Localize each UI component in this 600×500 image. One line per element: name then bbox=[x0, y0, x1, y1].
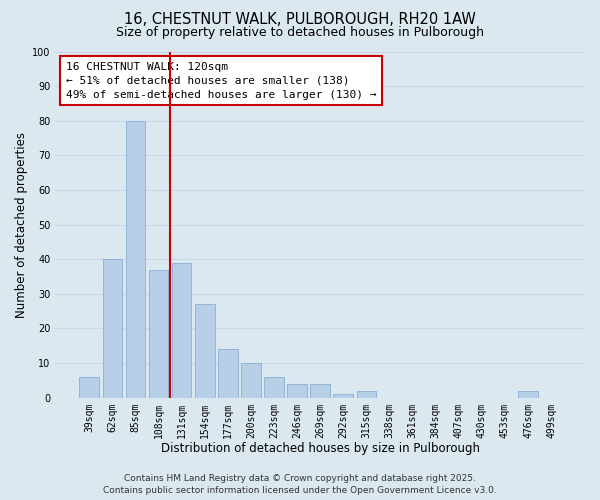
Bar bbox=[518, 391, 538, 398]
X-axis label: Distribution of detached houses by size in Pulborough: Distribution of detached houses by size … bbox=[161, 442, 480, 455]
Text: Contains HM Land Registry data © Crown copyright and database right 2025.
Contai: Contains HM Land Registry data © Crown c… bbox=[103, 474, 497, 495]
Text: 16, CHESTNUT WALK, PULBOROUGH, RH20 1AW: 16, CHESTNUT WALK, PULBOROUGH, RH20 1AW bbox=[124, 12, 476, 28]
Bar bbox=[310, 384, 330, 398]
Bar bbox=[195, 304, 215, 398]
Bar bbox=[334, 394, 353, 398]
Bar bbox=[103, 259, 122, 398]
Bar bbox=[79, 377, 99, 398]
Bar bbox=[172, 262, 191, 398]
Bar bbox=[218, 350, 238, 398]
Text: 16 CHESTNUT WALK: 120sqm
← 51% of detached houses are smaller (138)
49% of semi-: 16 CHESTNUT WALK: 120sqm ← 51% of detach… bbox=[66, 62, 376, 100]
Bar bbox=[125, 120, 145, 398]
Bar bbox=[241, 363, 261, 398]
Bar bbox=[287, 384, 307, 398]
Y-axis label: Number of detached properties: Number of detached properties bbox=[15, 132, 28, 318]
Bar bbox=[149, 270, 169, 398]
Text: Size of property relative to detached houses in Pulborough: Size of property relative to detached ho… bbox=[116, 26, 484, 39]
Bar bbox=[264, 377, 284, 398]
Bar bbox=[356, 391, 376, 398]
